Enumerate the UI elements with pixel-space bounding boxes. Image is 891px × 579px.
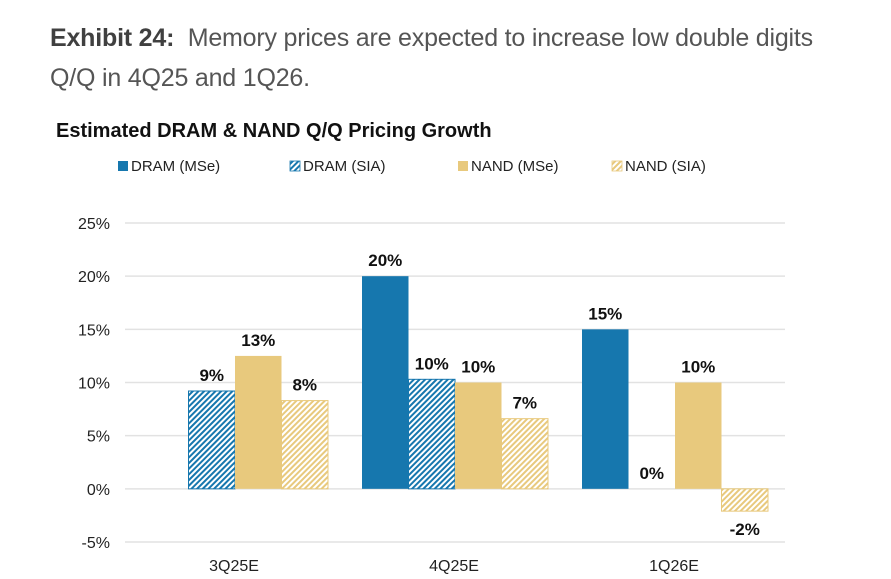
bar-dram-sia-3q25e [188,390,236,490]
data-label: 15% [588,304,622,323]
y-tick-label: 20% [78,269,110,286]
data-labels: 9% 13% 8% 20% 10% 10% 7% 15% 0% 10% -2% [199,251,759,539]
x-tick-label: 3Q25E [209,558,259,575]
y-axis: -5% 0% 5% 10% 15% 20% 25% [78,216,110,552]
bar-dram-mse-1q26e [582,329,629,489]
y-tick-label: 25% [78,216,110,233]
bar-dram-sia-4q25e [408,378,456,490]
data-label: 0% [639,464,664,483]
data-label: 7% [512,394,537,413]
legend-label: DRAM (MSe) [131,158,220,175]
y-tick-label: 0% [87,482,110,499]
legend-swatch-nand-sia [611,160,623,172]
data-label: 13% [241,331,275,350]
data-label: 9% [199,366,224,385]
legend: DRAM (MSe) DRAM (SIA) NAND (MSe) NAND (SIA) [118,158,706,175]
exhibit-text: Memory prices are expected to increase l… [50,24,813,92]
bar-nand-mse-4q25e [455,382,502,489]
bar-nand-mse-1q26e [675,382,722,489]
legend-label: NAND (SIA) [625,158,706,175]
bar-nand-sia-4q25e [501,418,549,490]
legend-swatch-nand-mse [458,161,468,171]
bar-nand-mse-3q25e [235,355,282,489]
chart-title: Estimated DRAM & NAND Q/Q Pricing Growth [56,120,492,142]
y-tick-label: 10% [78,376,110,393]
y-tick-label: -5% [82,535,110,552]
bars [188,276,769,512]
data-label: 10% [415,354,449,373]
data-label: 10% [681,358,715,377]
bar-nand-sia-1q26e [721,488,769,512]
y-tick-label: 5% [87,429,110,446]
legend-swatch-dram-mse [118,161,128,171]
data-label: 20% [368,251,402,270]
legend-swatch-dram-sia [289,160,301,172]
y-tick-label: 15% [78,322,110,339]
data-label: 10% [461,358,495,377]
bar-dram-mse-4q25e [362,276,409,489]
legend-label: NAND (MSe) [471,158,559,175]
x-axis: 3Q25E 4Q25E 1Q26E [209,558,699,575]
bar-nand-sia-3q25e [281,400,329,490]
data-label: -2% [730,520,760,539]
data-label: 8% [292,376,317,395]
x-tick-label: 1Q26E [649,558,699,575]
exhibit-caption: Exhibit 24: Memory prices are expected t… [50,18,830,98]
exhibit-label: Exhibit 24: [50,24,175,52]
legend-label: DRAM (SIA) [303,158,386,175]
x-tick-label: 4Q25E [429,558,479,575]
